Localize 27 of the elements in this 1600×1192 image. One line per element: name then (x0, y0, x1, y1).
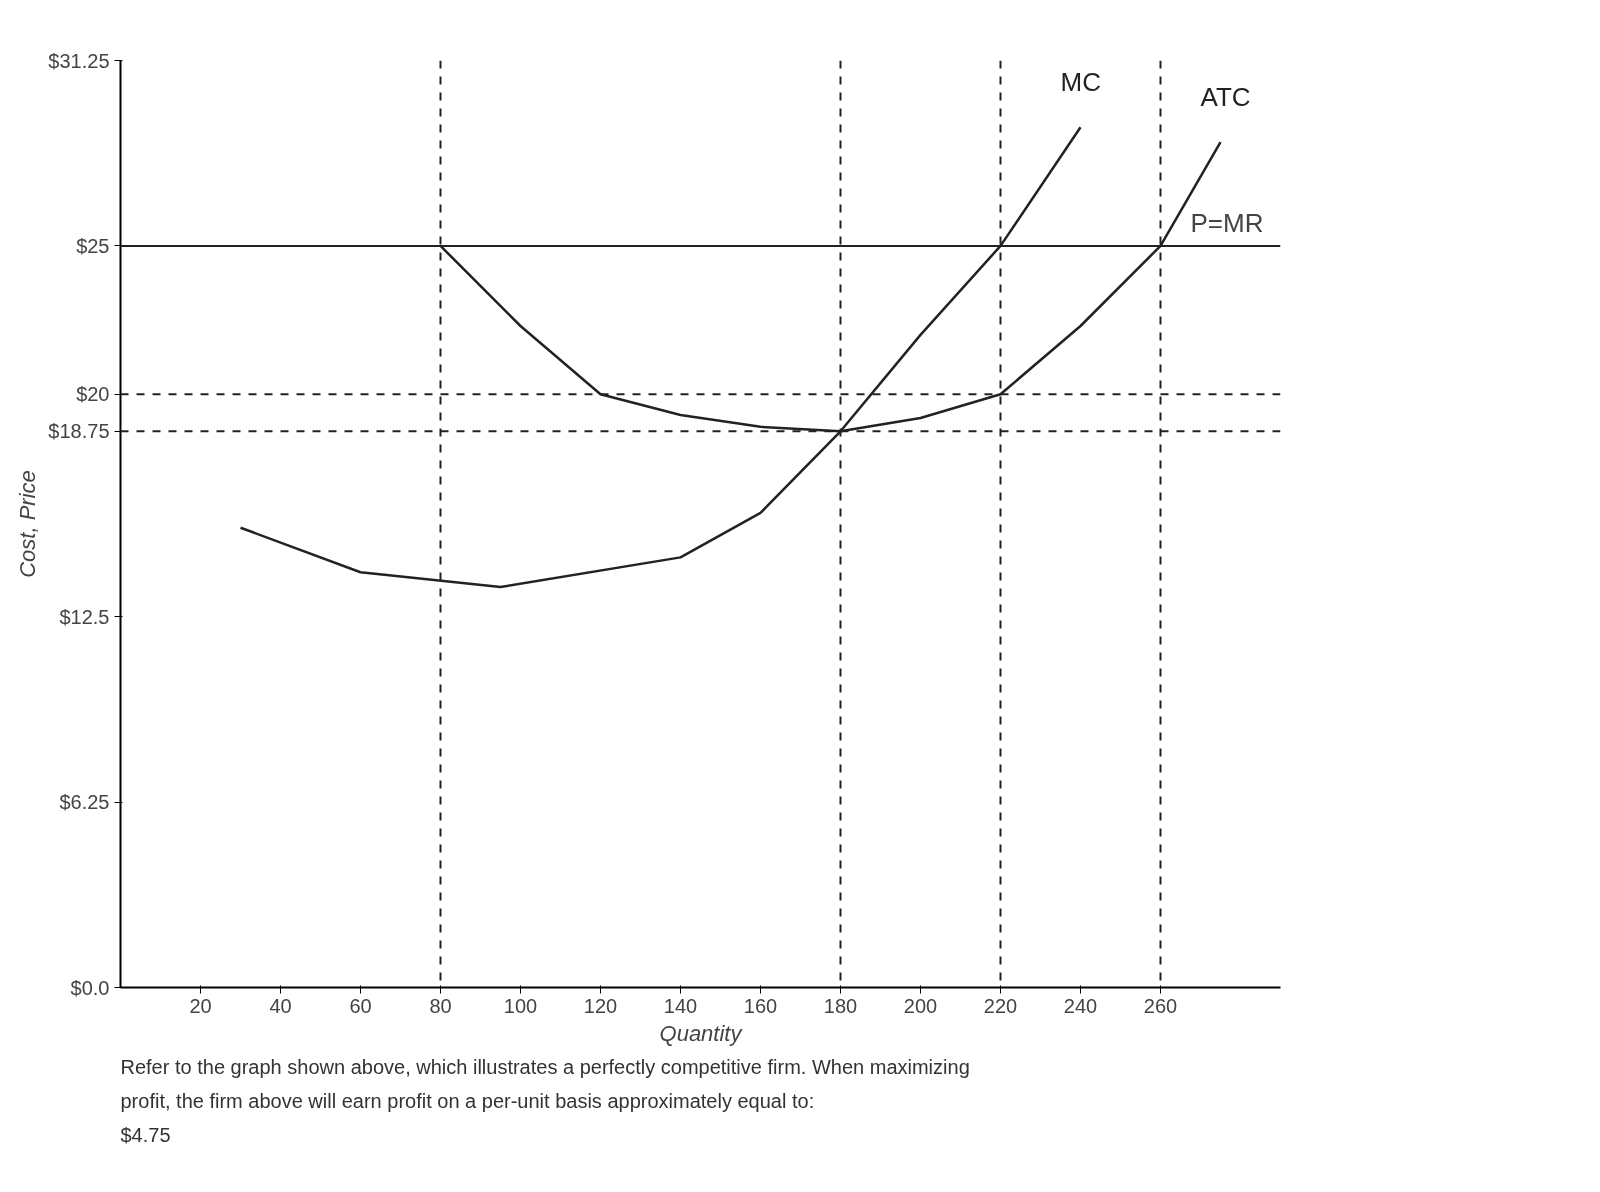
x-tick-label: 60 (349, 994, 372, 1017)
y-tick-label: $12.5 (59, 605, 110, 628)
text: $4.75 (120, 1123, 171, 1146)
y-axis-title: Cost, Price (15, 470, 41, 578)
x-tick-label: 240 (1063, 994, 1098, 1017)
x-tick-label: 220 (983, 994, 1018, 1017)
y-tick-label: $18.75 (48, 420, 110, 443)
series-label: ATC (1200, 82, 1251, 113)
y-tick-label: $25 (76, 234, 110, 257)
y-tick-label: $20 (76, 383, 110, 406)
x-tick-label: 20 (189, 994, 212, 1017)
x-tick-label: 100 (503, 994, 538, 1017)
text: Refer to the graph shown above, which illustrates a perfectly competitive firm. When maximizing profit, the firm above will earn profit on a per-unit basis approximately equal to: (120, 1055, 970, 1112)
x-tick-label: 40 (269, 994, 292, 1017)
x-tick-label: 200 (903, 994, 938, 1017)
y-tick-label: $6.25 (59, 791, 110, 814)
series-label: MC (1060, 67, 1101, 98)
y-tick-label: $31.25 (48, 49, 110, 72)
x-tick-label: 120 (583, 994, 618, 1017)
x-axis-title: Quantity (659, 1020, 744, 1046)
x-tick-label: 80 (429, 994, 452, 1017)
ref-line-label: P=MR (1190, 207, 1264, 238)
x-tick-label: 160 (743, 994, 778, 1017)
y-tick-label: $0.0 (70, 976, 110, 999)
x-tick-label: 140 (663, 994, 698, 1017)
x-tick-label: 260 (1143, 994, 1178, 1017)
x-tick-label: 180 (823, 994, 858, 1017)
